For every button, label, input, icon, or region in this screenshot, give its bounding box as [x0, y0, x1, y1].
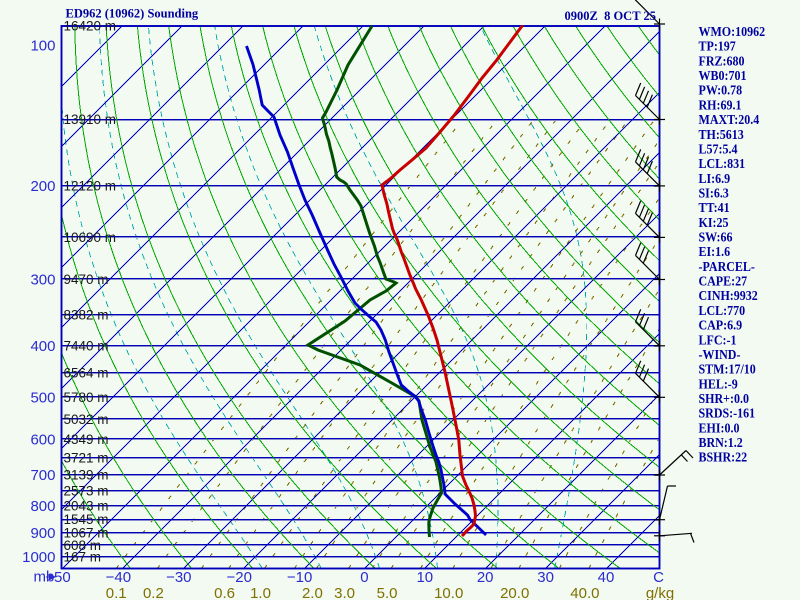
svg-text:0.6: 0.6	[214, 585, 235, 600]
svg-text:2573 m: 2573 m	[64, 483, 109, 498]
svg-text:LCL:770: LCL:770	[699, 302, 746, 318]
svg-text:EI:1.6: EI:1.6	[699, 243, 731, 259]
svg-text:1.0: 1.0	[250, 585, 271, 600]
svg-text:12120 m: 12120 m	[64, 178, 117, 193]
svg-text:100: 100	[30, 38, 55, 55]
svg-text:5780 m: 5780 m	[64, 390, 109, 405]
svg-text:608 m: 608 m	[64, 538, 102, 553]
svg-text:5032 m: 5032 m	[64, 412, 109, 427]
svg-text:500: 500	[30, 389, 55, 406]
svg-text:L57:5.4: L57:5.4	[699, 140, 738, 156]
svg-text:−40: −40	[106, 569, 131, 586]
svg-text:900: 900	[30, 525, 55, 542]
svg-text:1545 m: 1545 m	[64, 512, 109, 527]
svg-text:4349 m: 4349 m	[64, 432, 109, 447]
svg-text:CINH:9932: CINH:9932	[699, 287, 758, 303]
svg-text:BSHR:22: BSHR:22	[699, 449, 748, 465]
svg-text:0.1: 0.1	[106, 585, 127, 600]
svg-text:KI:25: KI:25	[699, 214, 729, 230]
svg-text:800: 800	[30, 498, 55, 515]
svg-text:0.2: 0.2	[143, 585, 164, 600]
svg-text:10.0: 10.0	[434, 585, 463, 600]
svg-text:SW:66: SW:66	[699, 229, 733, 245]
svg-text:TH:5613: TH:5613	[699, 126, 745, 142]
svg-text:3721 m: 3721 m	[64, 450, 109, 465]
svg-text:6564 m: 6564 m	[64, 366, 109, 381]
svg-text:MAXT:20.4: MAXT:20.4	[699, 111, 760, 127]
svg-text:10690 m: 10690 m	[64, 230, 117, 245]
svg-text:LCL:831: LCL:831	[699, 155, 746, 171]
svg-text:ED962 (10962) Sounding: ED962 (10962) Sounding	[66, 7, 199, 21]
svg-text:TT:41: TT:41	[699, 199, 730, 215]
svg-text:1000: 1000	[22, 549, 55, 566]
svg-text:−20: −20	[226, 569, 251, 586]
svg-text:0900Z 8 OCT 25: 0900Z 8 OCT 25	[565, 9, 656, 23]
svg-text:CAPE:27: CAPE:27	[699, 273, 748, 289]
svg-text:CAP:6.9: CAP:6.9	[699, 317, 743, 333]
svg-text:7440 m: 7440 m	[64, 338, 109, 353]
svg-text:40: 40	[598, 569, 615, 586]
svg-text:300: 300	[30, 272, 55, 289]
svg-text:30: 30	[537, 569, 554, 586]
svg-text:SI:6.3: SI:6.3	[699, 185, 730, 201]
svg-text:C: C	[653, 569, 664, 586]
svg-text:13910 m: 13910 m	[64, 112, 117, 127]
svg-text:g/kg: g/kg	[646, 585, 674, 600]
svg-text:WB0:701: WB0:701	[699, 67, 747, 83]
svg-text:HEL:-9: HEL:-9	[699, 375, 739, 391]
svg-text:WMO:10962: WMO:10962	[699, 23, 766, 39]
svg-text:SHR+:0.0: SHR+:0.0	[699, 390, 750, 406]
svg-text:TP:197: TP:197	[699, 38, 737, 54]
svg-text:BRN:1.2: BRN:1.2	[699, 434, 743, 450]
svg-text:mb: mb	[34, 569, 55, 586]
svg-text:40.0: 40.0	[570, 585, 599, 600]
svg-text:SRDS:-161: SRDS:-161	[699, 405, 756, 421]
svg-text:8382 m: 8382 m	[64, 308, 109, 323]
svg-text:LI:6.9: LI:6.9	[699, 170, 731, 186]
svg-text:FRZ:680: FRZ:680	[699, 52, 745, 68]
svg-text:9470 m: 9470 m	[64, 272, 109, 287]
svg-text:16420 m: 16420 m	[64, 19, 117, 34]
svg-text:167 m: 167 m	[64, 550, 102, 565]
svg-text:EHI:0.0: EHI:0.0	[699, 419, 740, 435]
svg-text:700: 700	[30, 467, 55, 484]
svg-text:0: 0	[360, 569, 368, 586]
svg-text:20.0: 20.0	[500, 585, 529, 600]
svg-text:LFC:-1: LFC:-1	[699, 331, 737, 347]
svg-text:1067 m: 1067 m	[64, 525, 109, 540]
svg-text:600: 600	[30, 431, 55, 448]
svg-text:PW:0.78: PW:0.78	[699, 82, 743, 98]
svg-text:RH:69.1: RH:69.1	[699, 96, 742, 112]
svg-text:3139 m: 3139 m	[64, 468, 109, 483]
svg-text:5.0: 5.0	[377, 585, 398, 600]
svg-text:2.0: 2.0	[302, 585, 323, 600]
svg-text:20: 20	[477, 569, 494, 586]
svg-text:10: 10	[416, 569, 433, 586]
svg-text:-WIND-: -WIND-	[699, 346, 741, 362]
svg-text:400: 400	[30, 338, 55, 355]
svg-text:3.0: 3.0	[334, 585, 355, 600]
svg-text:2043 m: 2043 m	[64, 498, 109, 513]
svg-text:−30: −30	[166, 569, 191, 586]
svg-text:−10: −10	[287, 569, 312, 586]
svg-text:STM:17/10: STM:17/10	[699, 361, 757, 377]
svg-text:-PARCEL-: -PARCEL-	[699, 258, 755, 274]
svg-text:200: 200	[30, 178, 55, 195]
svg-text:−50: −50	[45, 569, 70, 586]
